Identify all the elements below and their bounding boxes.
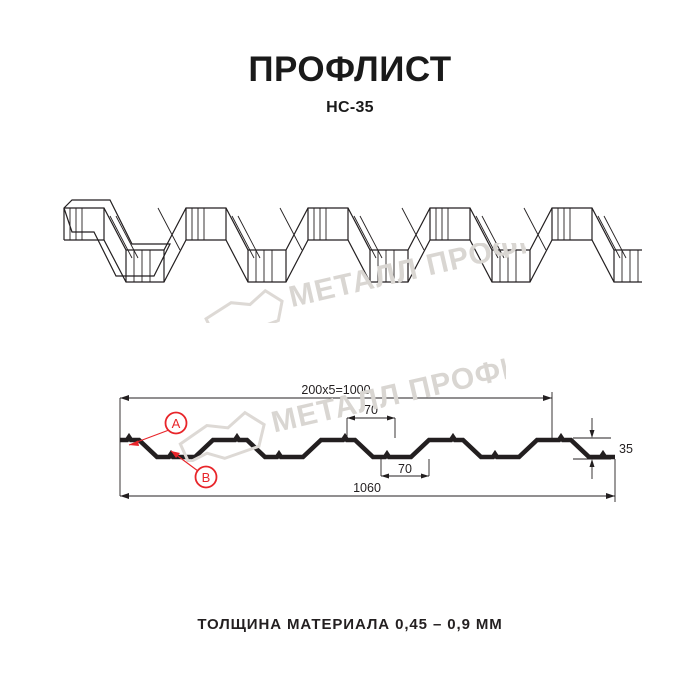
- dimension-pitch: [119, 392, 553, 496]
- dimension-top-flange: [346, 415, 396, 438]
- dimension-pitch-label: 200x5=1000: [301, 383, 370, 397]
- dimension-top-flange-label: 70: [364, 403, 378, 417]
- dimension-bottom-valley: [380, 459, 430, 479]
- dimension-total-width: [120, 459, 616, 502]
- page-subtitle: НС-35: [326, 98, 374, 116]
- callout-b-circle: [194, 465, 218, 489]
- isometric-sheet-geometry: [63, 199, 642, 283]
- dimension-height-label: 35: [619, 442, 633, 456]
- dimension-bottom-valley-label: 70: [398, 462, 412, 476]
- isometric-view: [58, 178, 648, 323]
- material-thickness-note: ТОЛЩИНА МАТЕРИАЛА 0,45 – 0,9 ММ: [197, 616, 503, 633]
- section-view: 200x5=1000 70 70: [95, 378, 640, 513]
- callout-a: A: [128, 411, 188, 446]
- callout-b-label: B: [202, 470, 211, 485]
- page-title: ПРОФЛИСТ: [248, 50, 452, 89]
- callout-a-label: A: [172, 416, 181, 431]
- dimension-height: [573, 418, 611, 479]
- dimension-total-width-label: 1060: [353, 481, 381, 495]
- footer: ТОЛЩИНА МАТЕРИАЛА 0,45 – 0,9 ММ: [0, 616, 700, 633]
- profile-outline: [120, 432, 615, 460]
- header: ПРОФЛИСТ НС-35: [0, 50, 700, 117]
